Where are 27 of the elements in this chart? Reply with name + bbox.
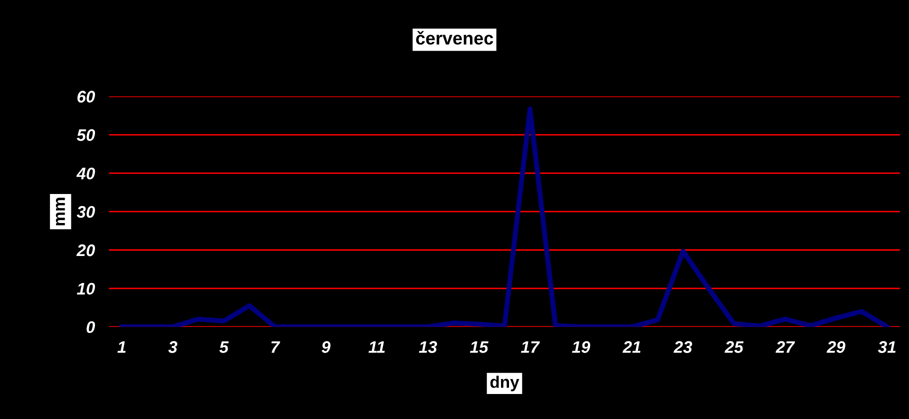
x-tick-label: 21 [622,341,640,353]
x-tick-label: 3 [168,341,178,353]
x-tick-label: 27 [776,341,796,353]
x-tick-label: 17 [521,341,540,353]
y-axis-title: mm [56,198,65,226]
x-tick-label: 9 [322,341,330,353]
chart-title: červenec [416,30,494,45]
y-tick-label: 0 [86,321,96,334]
x-tick-label: 5 [219,341,229,353]
x-tick-label: 1 [117,341,126,353]
x-tick-label: 31 [878,341,896,353]
x-tick-label: 13 [418,341,438,353]
x-tick-label: 25 [724,341,744,353]
y-tick-label: 20 [76,244,96,256]
x-tick-label: 15 [470,341,488,353]
x-tick-label: 11 [368,341,385,353]
y-tick-label: 40 [76,168,96,180]
x-tick-label: 23 [674,341,692,353]
x-tick-label: 19 [572,341,590,353]
line-series [119,106,890,327]
y-tick-label: 10 [76,282,96,295]
y-tick-label: 60 [77,90,96,103]
y-tick-label: 30 [76,206,96,218]
x-tick-label: 29 [826,341,846,353]
x-tick-label: 7 [271,341,280,353]
y-tick-label: 50 [76,129,96,141]
x-axis-title: dny [490,376,520,392]
